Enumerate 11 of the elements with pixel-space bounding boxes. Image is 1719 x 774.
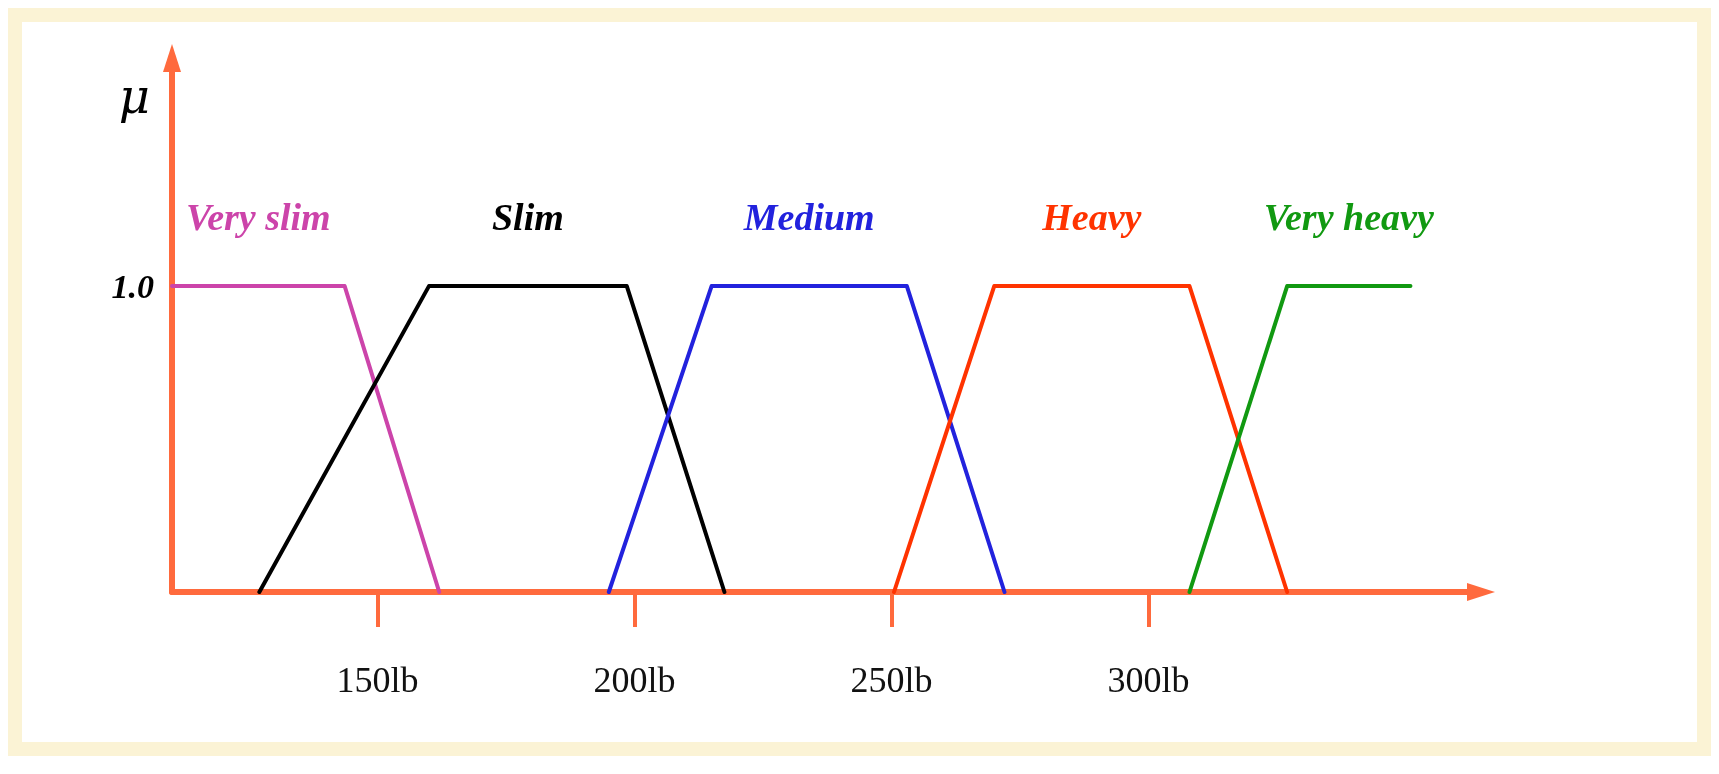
- x-tick-label: 250lb: [850, 660, 933, 700]
- series-label: Slim: [491, 196, 564, 239]
- series-label: Very heavy: [1263, 196, 1434, 239]
- x-tick-label: 200lb: [593, 660, 676, 700]
- series-label: Very slim: [186, 196, 331, 239]
- text: 1.0: [111, 267, 154, 305]
- y-axis-title: μ: [118, 68, 150, 124]
- x-tick-label: 300lb: [1107, 660, 1190, 700]
- series-label: Medium: [742, 196, 875, 239]
- series-label: Heavy: [1041, 196, 1142, 239]
- x-tick-label: 150lb: [336, 660, 419, 700]
